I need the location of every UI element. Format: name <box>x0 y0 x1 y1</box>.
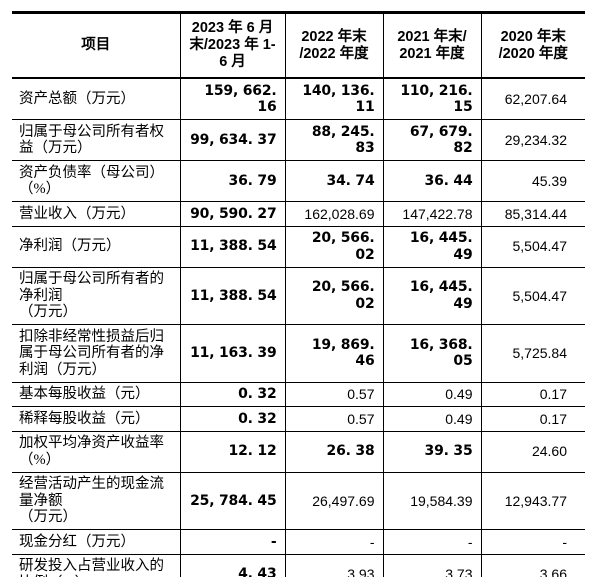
row-label-cell: 资产负债率（母公司） （%） <box>12 160 180 202</box>
value-cell: 3.66 <box>480 554 585 577</box>
value-cell: 16, 445. 49 <box>382 226 481 268</box>
value-cell: 147,422.78 <box>382 201 481 227</box>
value-cell: 36. 79 <box>179 160 285 202</box>
value-cell: 0.17 <box>480 382 585 407</box>
value-cell: 67, 679. 82 <box>382 119 481 161</box>
header-row: 项目 2023 年 6 月 末/2023 年 1- 6 月 2022 年末 /2… <box>12 12 585 79</box>
table-row: 基本每股收益（元） 0. 32 0.57 0.49 0.17 <box>12 382 585 407</box>
value-cell: 85,314.44 <box>480 201 585 227</box>
table-row: 归属于母公司所有者权 益（万元） 99, 634. 37 88, 245. 83… <box>12 119 585 161</box>
value-cell: 0.17 <box>480 406 585 432</box>
value-cell: 3.93 <box>284 554 383 577</box>
value-cell: 90, 590. 27 <box>179 201 285 227</box>
value-cell: - <box>480 529 585 555</box>
header-cell-2021: 2021 年末/ 2021 年度 <box>382 12 481 79</box>
value-cell: 11, 388. 54 <box>179 226 285 268</box>
header-cell-item: 项目 <box>12 12 180 79</box>
value-cell: - <box>284 529 383 555</box>
value-cell: 11, 163. 39 <box>179 324 285 383</box>
row-label-cell: 现金分红（万元） <box>12 529 180 555</box>
row-label-cell: 资产总额（万元） <box>12 78 180 120</box>
table-row: 营业收入（万元） 90, 590. 27 162,028.69 147,422.… <box>12 201 585 227</box>
value-cell: 39. 35 <box>382 431 481 473</box>
value-cell: - <box>382 529 481 555</box>
value-cell: 12,943.77 <box>480 472 585 530</box>
header-cell-2023: 2023 年 6 月 末/2023 年 1- 6 月 <box>179 12 285 79</box>
row-label-cell: 基本每股收益（元） <box>12 382 180 407</box>
table-row: 净利润（万元） 11, 388. 54 20, 566. 02 16, 445.… <box>12 226 585 268</box>
value-cell: 99, 634. 37 <box>179 119 285 161</box>
value-cell: 0. 32 <box>179 406 285 432</box>
value-cell: 62,207.64 <box>480 78 585 120</box>
table-row: 稀释每股收益（元） 0. 32 0.57 0.49 0.17 <box>12 406 585 432</box>
row-label-cell: 扣除非经常性损益后归 属于母公司所有者的净 利润（万元） <box>12 324 180 383</box>
financial-summary-table: 项目 2023 年 6 月 末/2023 年 1- 6 月 2022 年末 /2… <box>12 11 585 577</box>
row-label-cell: 归属于母公司所有者的 净利润 （万元） <box>12 267 180 325</box>
value-cell: 16, 445. 49 <box>382 267 481 325</box>
value-cell: 5,725.84 <box>480 324 585 383</box>
row-label-cell: 净利润（万元） <box>12 226 180 268</box>
value-cell: 24.60 <box>480 431 585 473</box>
value-cell: 20, 566. 02 <box>284 226 383 268</box>
value-cell: 3.73 <box>382 554 481 577</box>
header-cell-2020: 2020 年末 /2020 年度 <box>480 12 585 79</box>
value-cell: 140, 136. 11 <box>284 78 383 120</box>
table-row: 现金分红（万元） - - - - <box>12 529 585 555</box>
value-cell: 159, 662. 16 <box>179 78 285 120</box>
table-row: 经营活动产生的现金流 量净额 （万元） 25, 784. 45 26,497.6… <box>12 472 585 530</box>
value-cell: 110, 216. 15 <box>382 78 481 120</box>
row-label-cell: 营业收入（万元） <box>12 201 180 227</box>
table-row: 归属于母公司所有者的 净利润 （万元） 11, 388. 54 20, 566.… <box>12 267 585 325</box>
value-cell: 36. 44 <box>382 160 481 202</box>
value-cell: 19,584.39 <box>382 472 481 530</box>
value-cell: 0.49 <box>382 382 481 407</box>
value-cell: 19, 869. 46 <box>284 324 383 383</box>
value-cell: 25, 784. 45 <box>179 472 285 530</box>
value-cell: 11, 388. 54 <box>179 267 285 325</box>
value-cell: 0. 32 <box>179 382 285 407</box>
table-row: 资产总额（万元） 159, 662. 16 140, 136. 11 110, … <box>12 78 585 120</box>
table-row: 研发投入占营业收入的 比例（%） 4. 43 3.93 3.73 3.66 <box>12 554 585 577</box>
value-cell: 162,028.69 <box>284 201 383 227</box>
value-cell: 20, 566. 02 <box>284 267 383 325</box>
value-cell: 88, 245. 83 <box>284 119 383 161</box>
value-cell: 0.57 <box>284 406 383 432</box>
row-label-cell: 稀释每股收益（元） <box>12 406 180 432</box>
value-cell: 16, 368. 05 <box>382 324 481 383</box>
table-body: 资产总额（万元） 159, 662. 16 140, 136. 11 110, … <box>12 78 585 577</box>
value-cell: - <box>179 529 285 555</box>
table-row: 资产负债率（母公司） （%） 36. 79 34. 74 36. 44 45.3… <box>12 160 585 202</box>
header-cell-2022: 2022 年末 /2022 年度 <box>284 12 383 79</box>
row-label-cell: 研发投入占营业收入的 比例（%） <box>12 554 180 577</box>
table-row: 扣除非经常性损益后归 属于母公司所有者的净 利润（万元） 11, 163. 39… <box>12 324 585 383</box>
value-cell: 0.57 <box>284 382 383 407</box>
row-label-cell: 经营活动产生的现金流 量净额 （万元） <box>12 472 180 530</box>
row-label-cell: 加权平均净资产收益率 （%） <box>12 431 180 473</box>
value-cell: 5,504.47 <box>480 267 585 325</box>
value-cell: 26. 38 <box>284 431 383 473</box>
value-cell: 12. 12 <box>179 431 285 473</box>
table-row: 加权平均净资产收益率 （%） 12. 12 26. 38 39. 35 24.6… <box>12 431 585 473</box>
row-label-cell: 归属于母公司所有者权 益（万元） <box>12 119 180 161</box>
value-cell: 0.49 <box>382 406 481 432</box>
value-cell: 29,234.32 <box>480 119 585 161</box>
value-cell: 26,497.69 <box>284 472 383 530</box>
value-cell: 34. 74 <box>284 160 383 202</box>
value-cell: 5,504.47 <box>480 226 585 268</box>
value-cell: 4. 43 <box>179 554 285 577</box>
value-cell: 45.39 <box>480 160 585 202</box>
